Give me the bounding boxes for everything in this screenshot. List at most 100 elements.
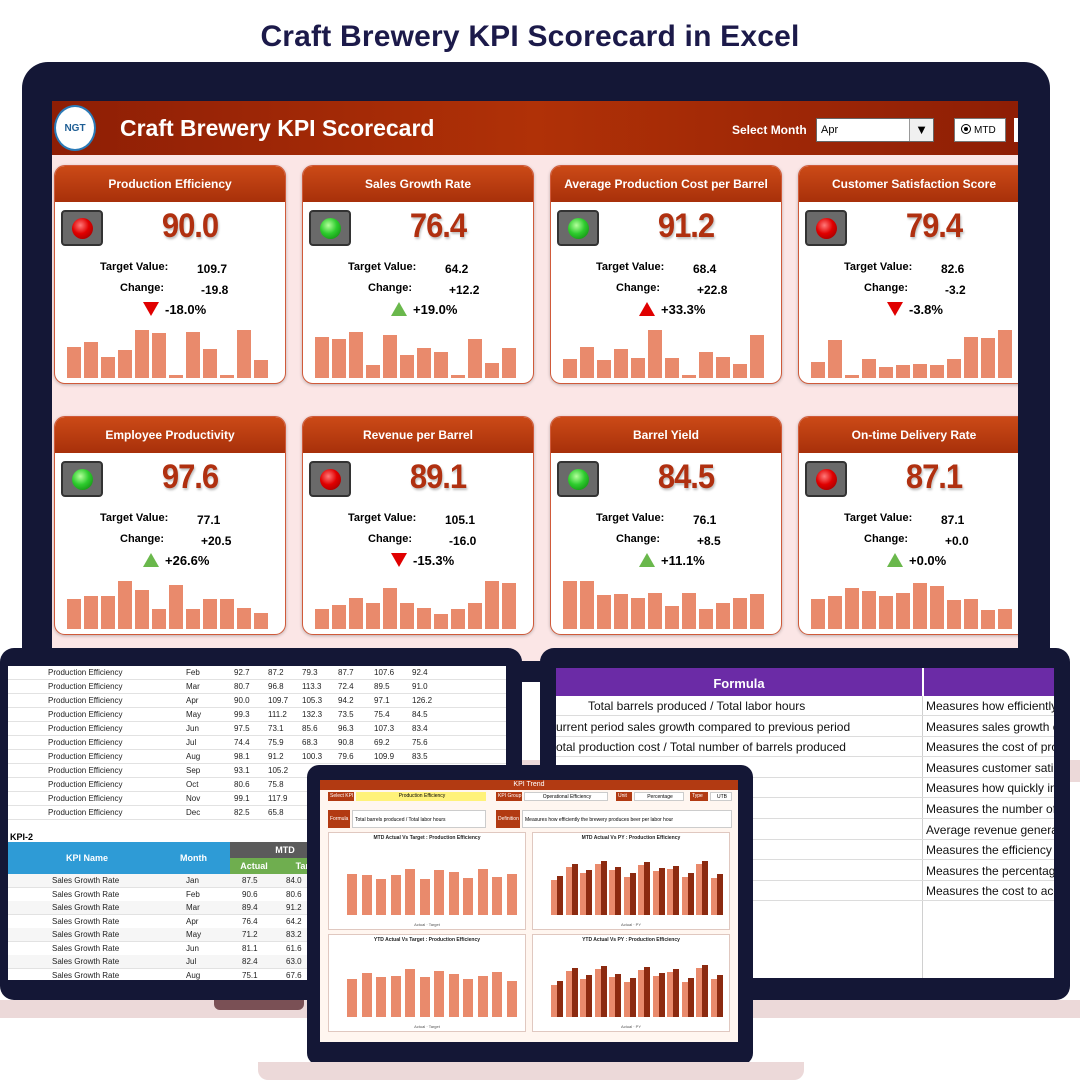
- trend-bar-actual: [681, 982, 688, 1017]
- sparkline-bar: [118, 350, 132, 378]
- change-value: -3.2: [945, 283, 966, 297]
- tablet-stand: [258, 1062, 804, 1080]
- month-cell: Feb: [186, 668, 200, 677]
- company-logo: NGT: [54, 105, 96, 151]
- table-row: Sales Growth Rate Jul 82.4 63.0: [8, 955, 340, 969]
- change-percent: +33.3%: [661, 302, 706, 317]
- table-row: Production Efficiency May 99.3 111.2 132.3 73…: [8, 708, 506, 722]
- trend-bar-py: [687, 978, 694, 1017]
- table-row: Production Efficiency Sep 93.1 105.2: [8, 764, 506, 778]
- actual-cell: 71.2: [242, 930, 258, 939]
- trend-bar-py: [673, 866, 679, 915]
- trend-bar-actual: [434, 870, 444, 915]
- trend-bar-actual: [347, 979, 357, 1017]
- sparkline-bar: [580, 581, 594, 629]
- value-cell: 75.4: [374, 710, 390, 719]
- trend-bar-actual: [405, 969, 415, 1017]
- month-dropdown[interactable]: Apr ▼: [816, 118, 934, 142]
- change-value: -16.0: [449, 534, 477, 548]
- definition-cell: Measures the percentag: [926, 863, 1054, 878]
- sparkline-bar: [485, 581, 499, 629]
- green-light-icon: [320, 218, 341, 239]
- trend-bar-actual: [609, 977, 615, 1017]
- formula-value: Total barrels produced / Total labor hou…: [352, 810, 486, 828]
- sparkline-bar: [631, 358, 645, 378]
- select-kpi-dropdown[interactable]: Production Efficiency: [356, 792, 486, 801]
- target-label: Target Value:: [100, 512, 169, 524]
- mtd-radio-button[interactable]: MTD: [954, 118, 1006, 142]
- kpi-card: Average Production Cost per Barrel 91.2 Ta…: [550, 165, 782, 384]
- trend-bar-actual: [710, 979, 717, 1017]
- unit-value: Percentage: [634, 792, 684, 801]
- value-cell: 126.2: [412, 696, 433, 705]
- trend-bar-actual: [463, 878, 473, 915]
- sparkline-bar: [981, 338, 995, 378]
- kpi-actual-value: 76.4: [409, 206, 467, 245]
- target-value: 64.2: [445, 262, 469, 276]
- up-arrow-icon: [887, 553, 903, 567]
- formula-row: otal production cost / Total number of b…: [556, 737, 1054, 758]
- kpi-name-cell: Sales Growth Rate: [52, 957, 120, 966]
- trend-bar-actual: [667, 972, 673, 1017]
- trend-bar-actual: [551, 880, 557, 915]
- sparkline-bar: [254, 613, 268, 629]
- trend-bar-actual: [565, 971, 572, 1017]
- sparkline-bar: [434, 614, 448, 629]
- data-table-screen: Production Efficiency Feb 92.7 87.2 79.3 87.7…: [8, 666, 506, 980]
- sparkline-bar: [485, 363, 499, 378]
- sparkline-bar: [964, 337, 978, 378]
- value-cell: 83.4: [412, 724, 428, 733]
- red-light-icon: [816, 469, 837, 490]
- table-row: Sales Growth Rate Jun 81.1 61.6: [8, 941, 340, 956]
- ytd-radio-edge[interactable]: [1014, 118, 1018, 142]
- value-cell: 113.3: [302, 682, 322, 691]
- month-cell: Jul: [186, 738, 197, 747]
- trend-bar-actual: [361, 875, 372, 915]
- month-cell: Dec: [186, 808, 201, 817]
- sparkline-bar: [733, 364, 747, 378]
- sparkline-bar: [998, 609, 1012, 629]
- trend-bar-actual: [419, 977, 430, 1017]
- sparkline-bar: [998, 330, 1012, 378]
- kpi-name-cell: Sales Growth Rate: [52, 930, 120, 939]
- sparkline-bar: [451, 375, 465, 378]
- definition-cell: Measures sales growth c: [926, 719, 1054, 734]
- trend-bar-actual: [361, 973, 372, 1017]
- change-percent: +0.0%: [909, 553, 947, 568]
- sparkline-bar: [135, 330, 149, 378]
- dropdown-arrow-icon[interactable]: ▼: [909, 119, 933, 141]
- kpi-name-cell: Production Efficiency: [48, 738, 123, 747]
- formula-row: urrent period sales growth compared to p…: [556, 717, 1054, 737]
- trend-bar-actual: [710, 878, 717, 915]
- sparkline-chart: [315, 577, 521, 629]
- trend-bar-actual: [376, 977, 386, 1017]
- sparkline-bar: [237, 608, 251, 629]
- kpi-card-title: Average Production Cost per Barrel: [551, 166, 781, 202]
- sparkline-bar: [400, 603, 414, 629]
- value-cell: 96.3: [338, 724, 354, 733]
- status-light-icon: [805, 210, 847, 246]
- change-value: +12.2: [449, 283, 480, 297]
- trend-bar-actual: [390, 976, 401, 1017]
- sparkline-bar: [349, 598, 363, 629]
- green-light-icon: [72, 469, 93, 490]
- sparkline-chart: [315, 326, 521, 378]
- value-cell: 132.3: [302, 710, 323, 719]
- mtd-radio-label: MTD: [974, 125, 996, 136]
- sparkline-bar: [750, 335, 764, 378]
- sparkline-bar: [451, 609, 465, 629]
- sparkline-bar: [366, 603, 380, 629]
- value-cell: 90.8: [338, 738, 354, 747]
- table-row: Production Efficiency Aug 98.1 91.2 100.3 79.…: [8, 750, 506, 764]
- sparkline-bar: [169, 375, 183, 378]
- sparkline-bar: [101, 596, 115, 629]
- trend-bar-actual: [448, 974, 459, 1017]
- value-cell: 117.9: [268, 794, 288, 803]
- kpi-actual-value: 90.0: [161, 206, 219, 245]
- value-cell: 92.4: [412, 668, 428, 677]
- trend-bar-py: [629, 978, 636, 1017]
- status-light-icon: [309, 461, 351, 497]
- sparkline-bar: [101, 357, 115, 378]
- sparkline-bar: [332, 339, 346, 378]
